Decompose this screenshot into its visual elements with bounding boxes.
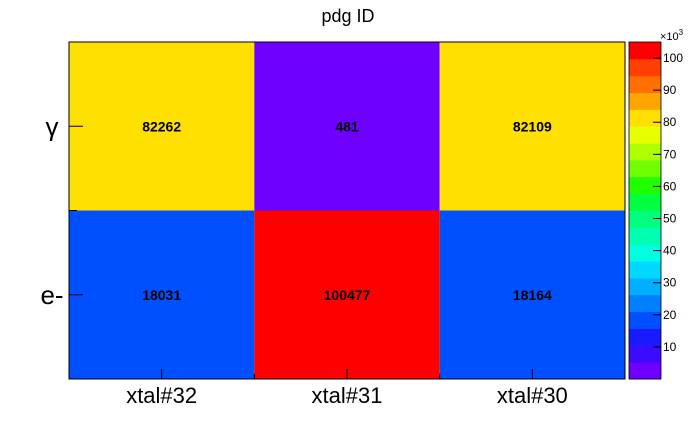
colorbar-segment (629, 193, 661, 211)
colorbar-multiplier: ×103 (660, 28, 684, 43)
colorbar-tick-label: 80 (663, 115, 677, 129)
colorbar-segment (629, 210, 661, 228)
colorbar-segment (629, 294, 661, 313)
colorbar-multiplier-exponent: 3 (679, 28, 684, 37)
colorbar-segment (629, 58, 661, 77)
heatmap-cell (439, 42, 625, 211)
colorbar (628, 41, 662, 380)
colorbar-segment (629, 92, 661, 110)
heatmap-cell (254, 210, 440, 379)
heatmap-cell (69, 210, 255, 379)
heatmap-cell (254, 42, 440, 211)
colorbar-segment (629, 109, 661, 127)
colorbar-segment (629, 244, 661, 262)
colorbar-tick-label: 70 (663, 147, 677, 161)
y-axis-ticks: e-γ (40, 41, 83, 380)
colorbar-segment (629, 328, 661, 346)
colorbar-segment (629, 261, 661, 279)
heatmap-cell-labels: 18031 100477 18164 82262 481 82109 (142, 118, 552, 303)
colorbar-tick-label: 10 (663, 340, 677, 354)
heatmap-cell-label: 18031 (142, 287, 181, 303)
colorbar-tick-label: 50 (663, 212, 677, 226)
colorbar-segment (629, 159, 661, 178)
x-axis-ticks: xtal#32 xtal#31 xtal#30 (126, 369, 568, 408)
colorbar-segment (629, 176, 661, 195)
colorbar-segment (629, 277, 661, 296)
colorbar-segment (629, 42, 661, 60)
heatmap-cell-label: 100477 (324, 287, 371, 303)
heatmap-cells (69, 42, 625, 379)
colorbar-segment (629, 311, 661, 329)
chart-title: pdg ID (321, 6, 374, 26)
colorbar-segment (629, 345, 661, 363)
colorbar-frame (628, 41, 662, 380)
colorbar-segment (629, 143, 661, 161)
colorbar-ticks: 10 20 30 40 50 60 70 80 90 100 (653, 51, 683, 354)
colorbar-segment (629, 227, 661, 245)
y-tick-label: e- (40, 280, 63, 310)
colorbar-tick-label: 40 (663, 244, 677, 258)
colorbar-tick-label: 90 (663, 83, 677, 97)
colorbar-tick-label: 60 (663, 179, 677, 193)
colorbar-tick-label: 100 (663, 51, 683, 65)
x-tick-label: xtal#31 (312, 383, 383, 408)
colorbar-segment (629, 362, 661, 380)
heatmap-cell-label: 18164 (513, 287, 552, 303)
y-tick-label: γ (46, 111, 59, 141)
heatmap-cell-label: 82109 (513, 118, 552, 134)
heatmap-cell (69, 42, 255, 211)
colorbar-segment (629, 126, 661, 144)
x-tick-label: xtal#30 (497, 383, 568, 408)
colorbar-segment (629, 75, 661, 94)
colorbar-tick-label: 20 (663, 308, 677, 322)
colorbar-tick-label: 30 (663, 276, 677, 290)
heatmap-cell (439, 210, 625, 379)
x-tick-label: xtal#32 (126, 383, 197, 408)
heatmap-cell-label: 481 (335, 118, 359, 134)
heatmap-cell-label: 82262 (142, 118, 181, 134)
